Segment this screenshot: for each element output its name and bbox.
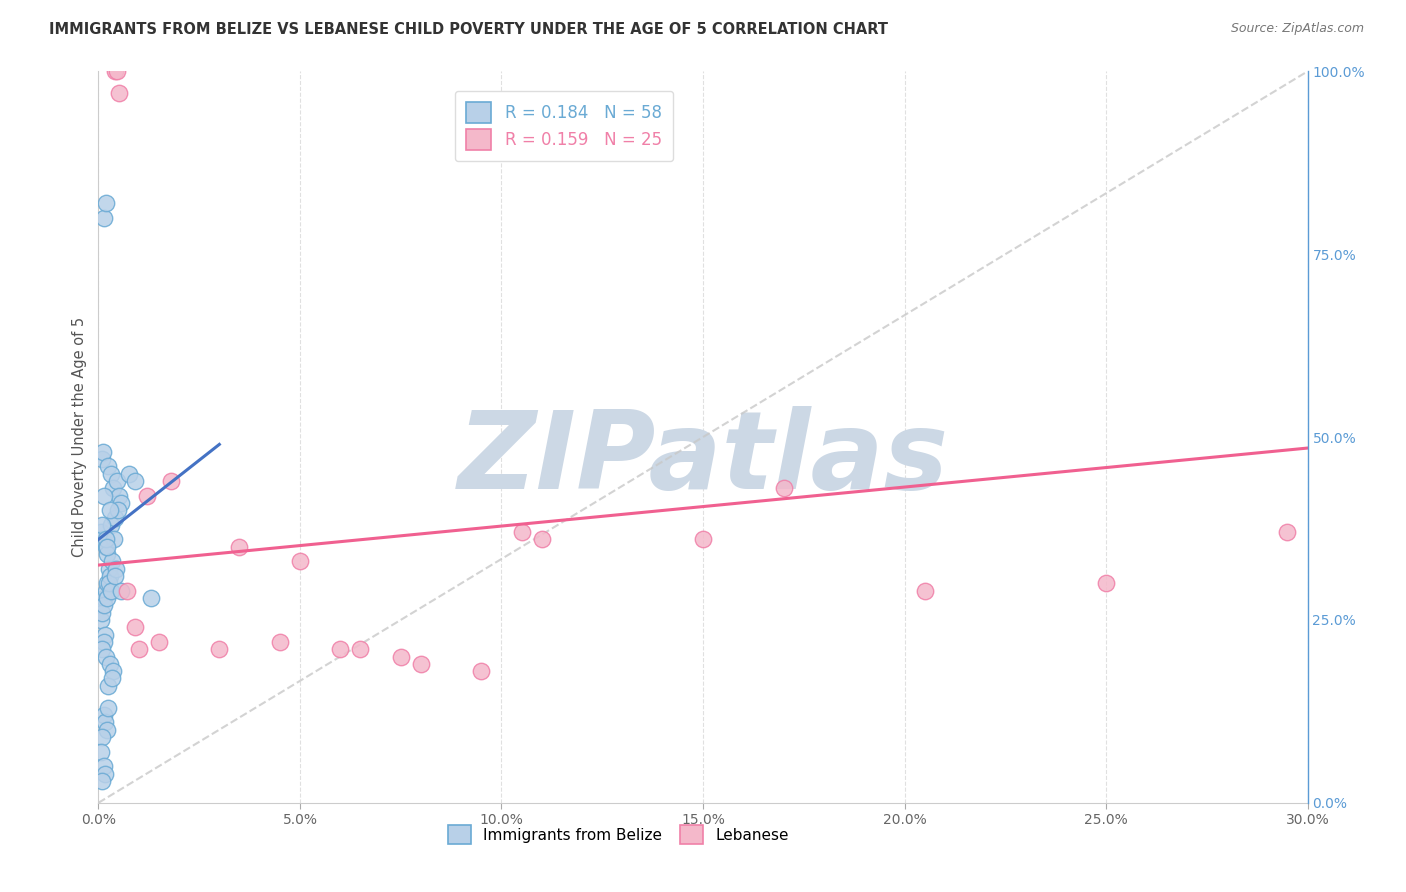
Point [100,517,122,532]
Point [90,452,112,467]
Text: IMMIGRANTS FROM BELIZE VS LEBANESE CHILD POVERTY UNDER THE AGE OF 5 CORRELATION : IMMIGRANTS FROM BELIZE VS LEBANESE CHILD… [49,22,889,37]
Point [90,525,112,540]
Point [94,715,117,730]
Point [105,474,128,488]
Point [97,700,120,714]
Point [96,576,118,591]
Point [103,533,125,547]
Point [98,562,121,576]
Point [96,649,118,664]
Point [103,64,125,78]
Point [94,766,117,780]
Point [96,591,118,605]
Point [96,540,118,554]
Point [103,569,125,583]
Point [692,533,714,547]
Point [110,496,132,510]
Point [103,510,125,524]
Point [94,540,117,554]
Y-axis label: Child Poverty Under the Age of 5: Child Poverty Under the Age of 5 [72,317,87,558]
Point [93,708,115,723]
Point [98,569,121,583]
Point [93,211,115,225]
Point [97,459,120,474]
Point [772,481,794,495]
Point [90,745,112,759]
Point [91,642,114,657]
Point [160,474,183,488]
Point [124,620,146,634]
Point [93,489,115,503]
Point [100,583,122,598]
Point [97,576,120,591]
Point [90,613,112,627]
Point [349,642,371,657]
Point [510,525,533,540]
Point [329,642,352,657]
Point [93,599,115,613]
Point [100,672,122,686]
Point [91,444,114,458]
Point [91,517,114,532]
Point [107,87,129,101]
Point [148,635,170,649]
Point [94,583,117,598]
Point [135,489,157,503]
Point [228,540,250,554]
Point [94,627,117,641]
Point [101,554,124,568]
Point [101,664,124,678]
Point [107,503,129,517]
Point [124,474,146,488]
Point [93,759,115,773]
Point [389,649,412,664]
Point [91,533,114,547]
Point [110,583,132,598]
Point [101,481,124,495]
Point [91,730,114,744]
Point [288,554,311,568]
Point [91,606,114,620]
Point [107,489,129,503]
Point [96,547,118,561]
Point [94,533,117,547]
Point [118,467,141,481]
Text: Source: ZipAtlas.com: Source: ZipAtlas.com [1230,22,1364,36]
Text: ZIPatlas: ZIPatlas [457,406,949,512]
Point [139,591,162,605]
Legend: Immigrants from Belize, Lebanese: Immigrants from Belize, Lebanese [441,819,794,850]
Point [97,679,120,693]
Point [98,657,121,671]
Point [91,773,114,788]
Point [96,723,118,737]
Point [105,64,128,78]
Point [1095,576,1118,591]
Point [470,664,492,678]
Point [409,657,432,671]
Point [530,533,553,547]
Point [208,642,231,657]
Point [98,503,121,517]
Point [93,591,115,605]
Point [1277,525,1299,540]
Point [105,562,128,576]
Point [269,635,291,649]
Point [914,583,936,598]
Point [100,467,122,481]
Point [128,642,150,657]
Point [96,196,118,211]
Point [93,635,115,649]
Point [115,583,138,598]
